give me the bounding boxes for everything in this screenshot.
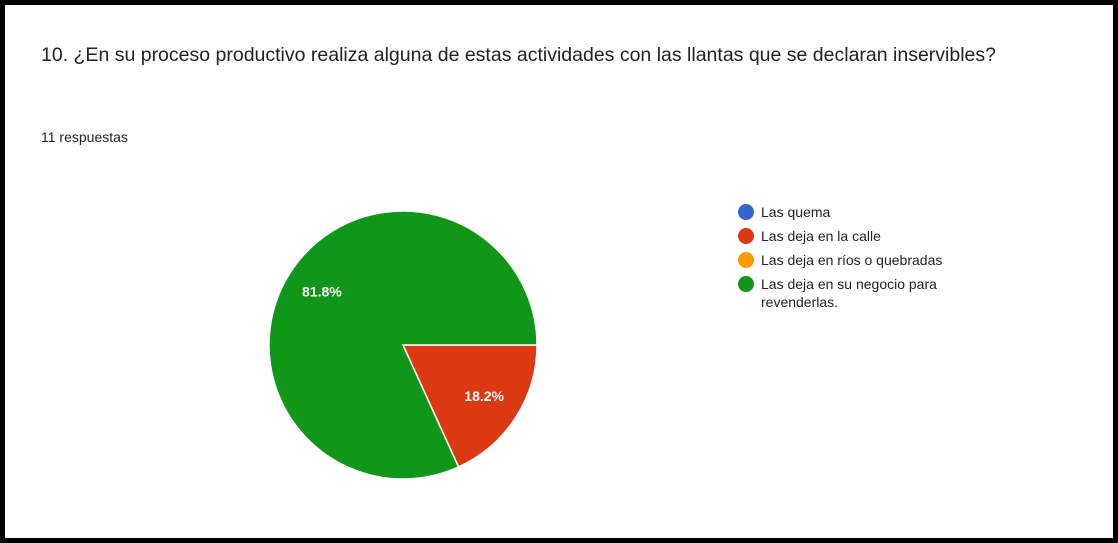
legend-label: Las quema <box>761 204 831 220</box>
pie-slice <box>268 210 538 480</box>
legend-swatch <box>738 228 754 244</box>
legend-item: Las deja en su negocio para revenderlas. <box>738 275 1011 311</box>
chart-subtitle: 11 respuestas <box>41 129 128 145</box>
pie-slice <box>401 344 538 468</box>
chart-title: 10. ¿En su proceso productivo realiza al… <box>41 44 996 66</box>
legend-label: Las deja en su negocio para revenderlas. <box>761 276 937 310</box>
legend-item: Las quema <box>738 203 1011 221</box>
legend-swatch <box>738 276 754 292</box>
legend: Las quema Las deja en la calle Las deja en… <box>738 203 1018 317</box>
legend-swatch <box>738 252 754 268</box>
legend-item: Las deja en ríos o quebradas <box>738 251 1011 269</box>
chart: 18.2% 81.8% <box>268 210 538 480</box>
legend-label: Las deja en la calle <box>761 228 881 244</box>
legend-label: Las deja en ríos o quebradas <box>761 252 943 268</box>
legend-item: Las deja en la calle <box>738 227 1011 245</box>
slice-label: 81.8% <box>302 283 342 299</box>
legend-swatch <box>738 204 754 220</box>
slice-label: 18.2% <box>464 388 504 404</box>
